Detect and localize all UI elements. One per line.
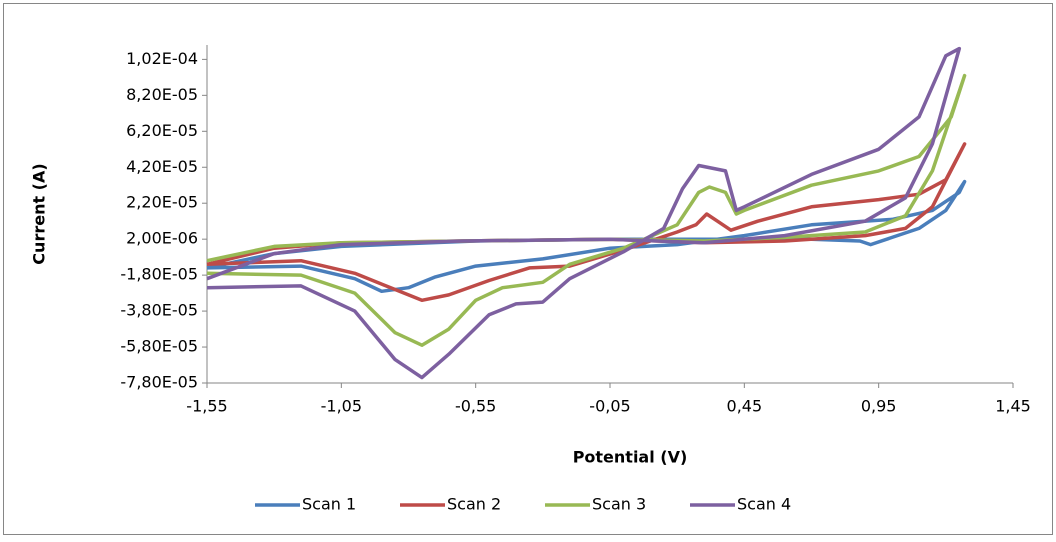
y-tick-label: -7,80E-05 bbox=[120, 373, 198, 392]
y-tick-label: 4,20E-05 bbox=[126, 157, 198, 176]
x-axis-title: Potential (V) bbox=[573, 448, 688, 467]
x-tick-label: -0,55 bbox=[455, 397, 496, 416]
y-tick-label: -1,80E-05 bbox=[120, 265, 198, 284]
y-tick-label: 1,02E-04 bbox=[126, 49, 198, 68]
legend-label: Scan 1 bbox=[302, 495, 356, 514]
x-tick-label: 1,45 bbox=[995, 397, 1031, 416]
x-tick-label: -1,05 bbox=[321, 397, 362, 416]
y-tick-label: 2,00E-06 bbox=[126, 229, 198, 248]
y-tick-label: 8,20E-05 bbox=[126, 85, 198, 104]
y-tick-label: -5,80E-05 bbox=[120, 337, 198, 356]
x-tick-label: 0,45 bbox=[727, 397, 763, 416]
x-tick-label: -0,05 bbox=[589, 397, 630, 416]
y-tick-label: -3,80E-05 bbox=[120, 301, 198, 320]
series-line bbox=[206, 46, 962, 380]
x-tick-label: -1,55 bbox=[186, 397, 227, 416]
x-tick-label: 0,95 bbox=[861, 397, 897, 416]
legend-label: Scan 4 bbox=[737, 495, 791, 514]
y-axis-title: Current (A) bbox=[30, 163, 49, 264]
y-tick-label: 2,20E-05 bbox=[126, 193, 198, 212]
y-tick-label: 6,20E-05 bbox=[126, 121, 198, 140]
legend-label: Scan 3 bbox=[592, 495, 646, 514]
legend-label: Scan 2 bbox=[447, 495, 501, 514]
